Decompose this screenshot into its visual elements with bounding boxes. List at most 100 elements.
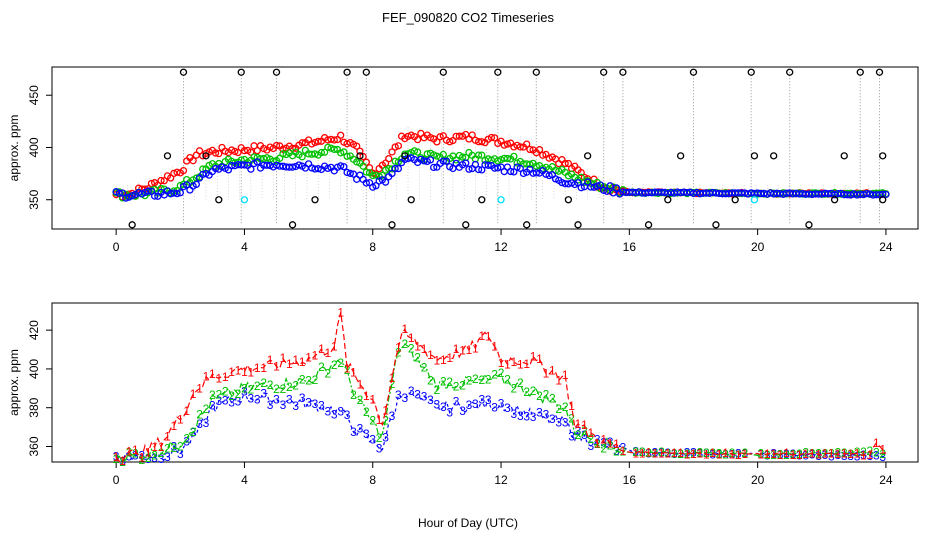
- series-2-point: 2: [658, 445, 665, 459]
- flag-high-point: [532, 68, 540, 76]
- series-1-point: 1: [530, 349, 537, 363]
- series-2-point: 2: [215, 388, 222, 402]
- series-1-point: 1: [151, 440, 158, 454]
- flag-mid-point: [770, 152, 778, 160]
- series-2-point: 2: [594, 437, 601, 451]
- series-3-point: 3: [350, 425, 357, 439]
- bot-x-tick-label: 20: [751, 473, 765, 487]
- series-1-point: 1: [472, 341, 479, 355]
- series-3-point: 3: [273, 392, 280, 406]
- series-1-point: 1: [822, 447, 829, 461]
- series-3-point: [612, 184, 621, 192]
- series-3-point: 3: [575, 424, 582, 438]
- series-2-point: 2: [664, 447, 671, 461]
- top-plot-frame: [51, 66, 919, 230]
- series-1-point: 1: [421, 342, 428, 356]
- series-3-point: [590, 183, 598, 191]
- series-2-point: 2: [344, 363, 351, 377]
- flag-high-point: [272, 68, 281, 76]
- cyan-point: [750, 196, 759, 204]
- series-1-point: [173, 168, 181, 176]
- series-1-point: [211, 149, 220, 157]
- series-1-point: 1: [183, 404, 190, 418]
- series-2-point: 2: [690, 447, 697, 461]
- series-1-point: 1: [164, 430, 171, 444]
- series-3-point: 3: [645, 446, 652, 460]
- series-1-point: 1: [382, 404, 389, 418]
- series-3-point: [516, 164, 524, 173]
- series-2-point: 2: [777, 448, 784, 462]
- series-3-point: 3: [254, 393, 261, 407]
- series-3-point: 3: [530, 410, 537, 424]
- series-2-point: 2: [177, 440, 184, 454]
- bot-y-tick-label: 360: [27, 436, 41, 456]
- series-1-point: [413, 135, 422, 144]
- series-3-point: [192, 180, 200, 189]
- series-2-point: [179, 180, 188, 189]
- series-1-point: [561, 159, 569, 168]
- series-3-point: 3: [183, 435, 190, 449]
- series-1-point: 1: [664, 446, 671, 460]
- series-2-point: 2: [549, 391, 556, 405]
- series-1-point: [535, 146, 544, 154]
- series-1-point: [391, 143, 399, 151]
- series-2-point: [494, 157, 502, 165]
- series-2-point: 2: [408, 342, 415, 356]
- series-3-point: [150, 192, 159, 200]
- series-1-point: 1: [350, 365, 357, 379]
- series-1-point: 1: [408, 331, 415, 345]
- series-3-point: [122, 194, 130, 202]
- series-3-point: 3: [324, 404, 331, 418]
- series-1-point: 1: [177, 413, 184, 427]
- series-2-point: 2: [113, 452, 120, 466]
- flag-low-point: [523, 221, 531, 229]
- flag-low-point: [311, 196, 319, 204]
- series-3-point: 3: [177, 447, 184, 461]
- series-3-point: 3: [145, 452, 152, 466]
- series-3-point: 3: [709, 448, 716, 462]
- series-2-point: 2: [196, 407, 203, 421]
- series-2-point: 2: [434, 383, 441, 397]
- series-2-point: 2: [770, 448, 777, 462]
- series-3-point: [510, 168, 518, 176]
- series-2-point: 2: [879, 447, 886, 461]
- series-3-point: [288, 163, 297, 171]
- series-3-point: [353, 175, 361, 183]
- series-2-point: 2: [183, 431, 190, 445]
- series-2-point: 2: [873, 446, 880, 460]
- series-2-point: 2: [273, 382, 280, 396]
- series-3-point: 3: [478, 393, 485, 407]
- series-3-point: 3: [241, 385, 248, 399]
- series-3-point: [507, 167, 515, 176]
- series-1-point: 1: [860, 448, 867, 462]
- series-1-point: 1: [401, 322, 408, 336]
- series-3-point: 3: [292, 399, 299, 413]
- series-3-point: 3: [879, 450, 886, 464]
- series-2-point: 2: [119, 455, 126, 469]
- series-1-point: [215, 150, 223, 158]
- series-1-point: 1: [241, 365, 248, 379]
- series-1-point: [359, 152, 367, 161]
- series-2-point: 2: [318, 360, 325, 374]
- series-3-point: 3: [491, 400, 498, 414]
- top-y-tick-label: 450: [27, 85, 41, 105]
- series-3-point: [253, 158, 261, 166]
- series-1-point: 1: [620, 444, 627, 458]
- series-2-point: 2: [472, 372, 479, 386]
- flag-high-point: [689, 68, 698, 76]
- series-2-point: 2: [581, 424, 588, 438]
- series-1-point: 1: [703, 447, 710, 461]
- series-3-point: 3: [248, 392, 255, 406]
- series-1-point: 1: [847, 447, 854, 461]
- series-1-point: 1: [491, 339, 498, 353]
- series-2-point: 2: [363, 405, 370, 419]
- series-1-point: 1: [722, 446, 729, 460]
- series-3-point: 3: [434, 398, 441, 412]
- series-3-point: 3: [312, 397, 319, 411]
- series-1-point: 1: [594, 436, 601, 450]
- series-2-point: [503, 154, 512, 163]
- series-3-point: [118, 189, 127, 197]
- series-3-point: 3: [652, 446, 659, 460]
